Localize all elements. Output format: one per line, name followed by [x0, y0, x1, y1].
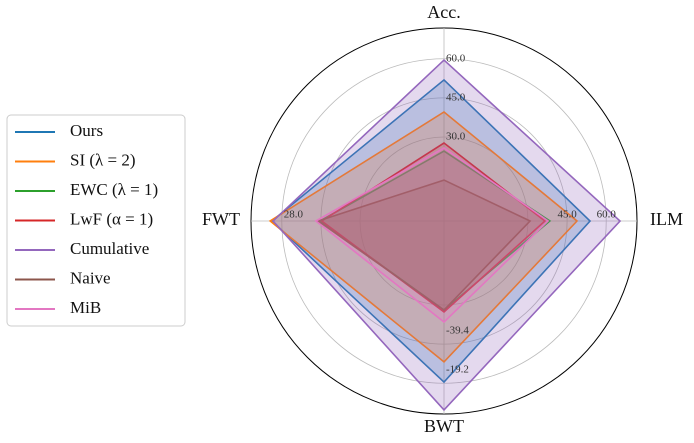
tick-label: 45.0	[557, 209, 577, 221]
axis-label: FWT	[202, 209, 240, 229]
axis-label: ILM	[650, 209, 683, 229]
series-area	[271, 58, 622, 412]
legend-label: LwF (α = 1)	[70, 209, 153, 228]
tick-label: 45.0	[446, 91, 466, 103]
legend-label: Naive	[70, 268, 111, 287]
axis-label: Acc.	[427, 2, 460, 22]
series-area	[270, 78, 592, 384]
legend-label: Cumulative	[70, 239, 149, 258]
tick-label: 60.0	[446, 52, 466, 64]
tick-label: -39.4	[446, 324, 469, 336]
legend-label: Ours	[70, 121, 103, 140]
tick-label: 28.0	[284, 209, 304, 221]
series-area	[314, 147, 550, 324]
legend-label: SI (λ = 2)	[70, 150, 136, 169]
tick-label: 60.0	[597, 209, 617, 221]
axis-label: BWT	[424, 416, 464, 436]
series-area	[268, 110, 579, 364]
tick-label: -19.2	[446, 364, 469, 376]
series-area	[316, 179, 532, 312]
tick-label: 30.0	[446, 131, 466, 143]
legend-box	[6, 114, 186, 327]
legend-label: MiB	[70, 298, 101, 317]
legend-label: EWC (λ = 1)	[70, 180, 158, 199]
